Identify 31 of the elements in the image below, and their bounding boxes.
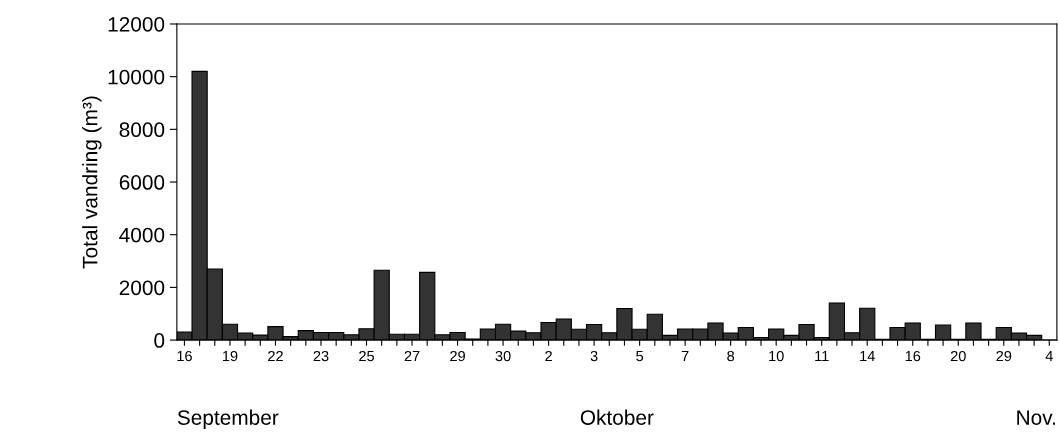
x-tick-label: 14: [860, 351, 875, 362]
y-axis-title: Total vandring (m³): [82, 96, 102, 269]
x-tick-label: 20: [950, 350, 966, 362]
y-tick-label: 12000: [108, 16, 165, 32]
x-tick-label: 29: [996, 350, 1012, 362]
text: Nov.: [1017, 410, 1055, 425]
x-tick-label: 29: [450, 350, 465, 362]
x-tick-label: 5: [636, 351, 644, 362]
x-tick-label: 11: [815, 351, 829, 362]
x-tick-label: 27: [404, 350, 420, 362]
x-tick-label: 3: [590, 350, 598, 362]
y-tick-label: 6000: [119, 175, 165, 190]
y-tick-label: 2000: [119, 280, 165, 296]
y-tick-label: 4000: [119, 227, 165, 243]
y-tick-label: 10000: [108, 69, 165, 85]
x-tick-label: 10: [769, 350, 784, 362]
x-tick-label: 7: [681, 351, 689, 362]
x-tick-label: 16: [177, 350, 192, 362]
x-tick-label: 25: [359, 350, 375, 362]
text: September: [177, 409, 279, 430]
x-tick-label: 19: [222, 350, 238, 362]
x-tick-label: 4: [1045, 351, 1053, 362]
x-tick-label: 23: [313, 350, 329, 362]
y-tick-label: 0: [154, 333, 165, 348]
x-tick-label: 16: [905, 350, 921, 362]
x-tick-label: 30: [495, 350, 511, 362]
x-tick-label: 8: [727, 350, 735, 362]
x-tick-label: 2: [545, 350, 552, 362]
text: Oktober: [580, 409, 654, 425]
y-tick-label: 8000: [119, 122, 165, 138]
x-tick-label: 22: [268, 350, 283, 362]
